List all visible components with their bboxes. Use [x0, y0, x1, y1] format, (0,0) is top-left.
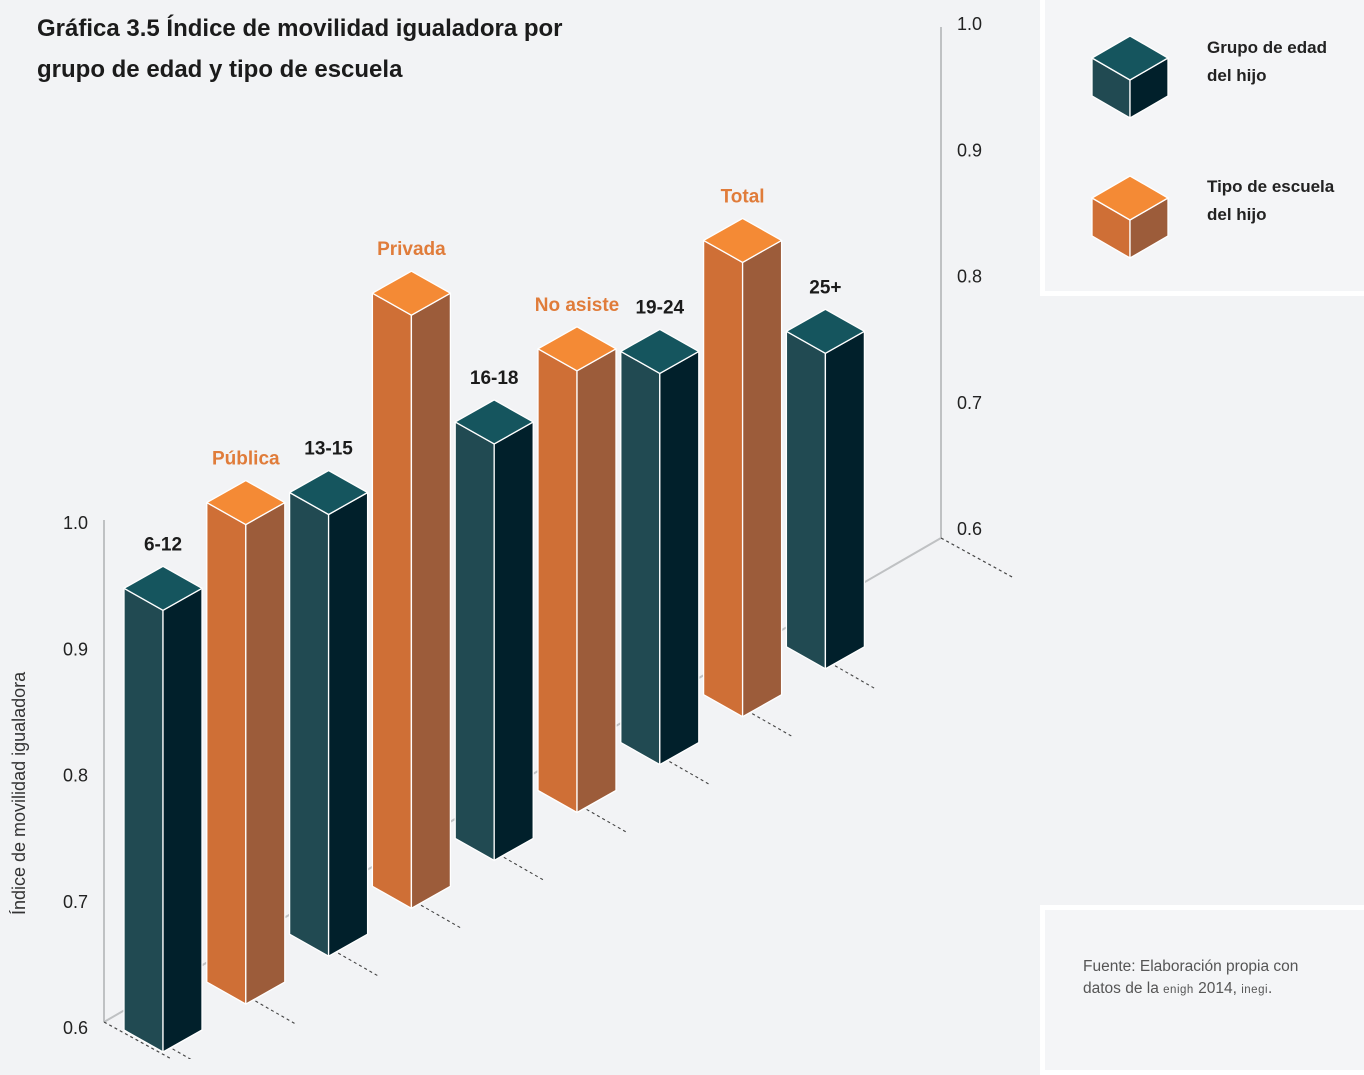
bar-left-face	[124, 588, 163, 1052]
bar-right-face	[577, 349, 616, 813]
bar-left-face	[538, 349, 577, 813]
bar-right-face	[163, 588, 202, 1052]
bar-label: 13-15	[304, 439, 353, 460]
bar-left-face	[704, 240, 743, 716]
right-tick-label: 0.7	[957, 393, 982, 413]
bar-label: Privada	[377, 239, 446, 260]
bar-25-: 25+	[786, 277, 875, 689]
bar-left-face	[455, 422, 494, 860]
bar-left-face	[786, 331, 825, 669]
bar-label: 6-12	[144, 534, 182, 555]
bar-label: 16-18	[470, 368, 519, 389]
bar-label: No asiste	[535, 295, 619, 316]
bar-right-face	[825, 331, 864, 669]
bar-right-face	[411, 293, 450, 908]
right-tick-label: 1.0	[957, 14, 982, 34]
bar-left-face	[290, 493, 329, 957]
right-tick-label: 0.9	[957, 140, 982, 160]
bar-total: Total	[704, 186, 793, 736]
bar-13-15: 13-15	[290, 439, 379, 977]
right-tick-label: 0.8	[957, 267, 982, 287]
bar-no-asiste: No asiste	[535, 295, 627, 833]
bar-left-face	[207, 503, 246, 1005]
bar-label: Total	[721, 186, 765, 207]
left-tick-label: 0.8	[63, 766, 88, 786]
bar-label: Pública	[212, 449, 280, 470]
left-tick-label: 0.6	[63, 1018, 88, 1038]
bar-left-face	[372, 293, 411, 908]
bar-p-blica: Pública	[207, 449, 296, 1025]
bar-left-face	[621, 351, 660, 764]
left-tick-label: 0.9	[63, 639, 88, 659]
legend-swatch-age	[1092, 36, 1168, 118]
left-tick-label: 1.0	[63, 513, 88, 533]
bar-16-18: 16-18	[455, 368, 544, 880]
bar-right-face	[246, 503, 285, 1005]
bar-label: 25+	[809, 277, 841, 298]
y-axis-label: Índice de movilidad igualadora	[9, 671, 29, 915]
bar-privada: Privada	[372, 239, 461, 928]
bar-6-12: 6-12	[124, 534, 213, 1059]
bar-19-24: 19-24	[621, 297, 710, 784]
left-tick-label: 0.7	[63, 892, 88, 912]
bar-right-face	[494, 422, 533, 860]
right-axis-dashed-guide	[941, 538, 1014, 578]
bar-label: 19-24	[635, 297, 684, 318]
legend-swatch-school	[1092, 176, 1168, 258]
bar-right-face	[743, 240, 782, 716]
bar-right-face	[660, 351, 699, 764]
bar-right-face	[329, 493, 368, 957]
right-tick-label: 0.6	[957, 519, 982, 539]
